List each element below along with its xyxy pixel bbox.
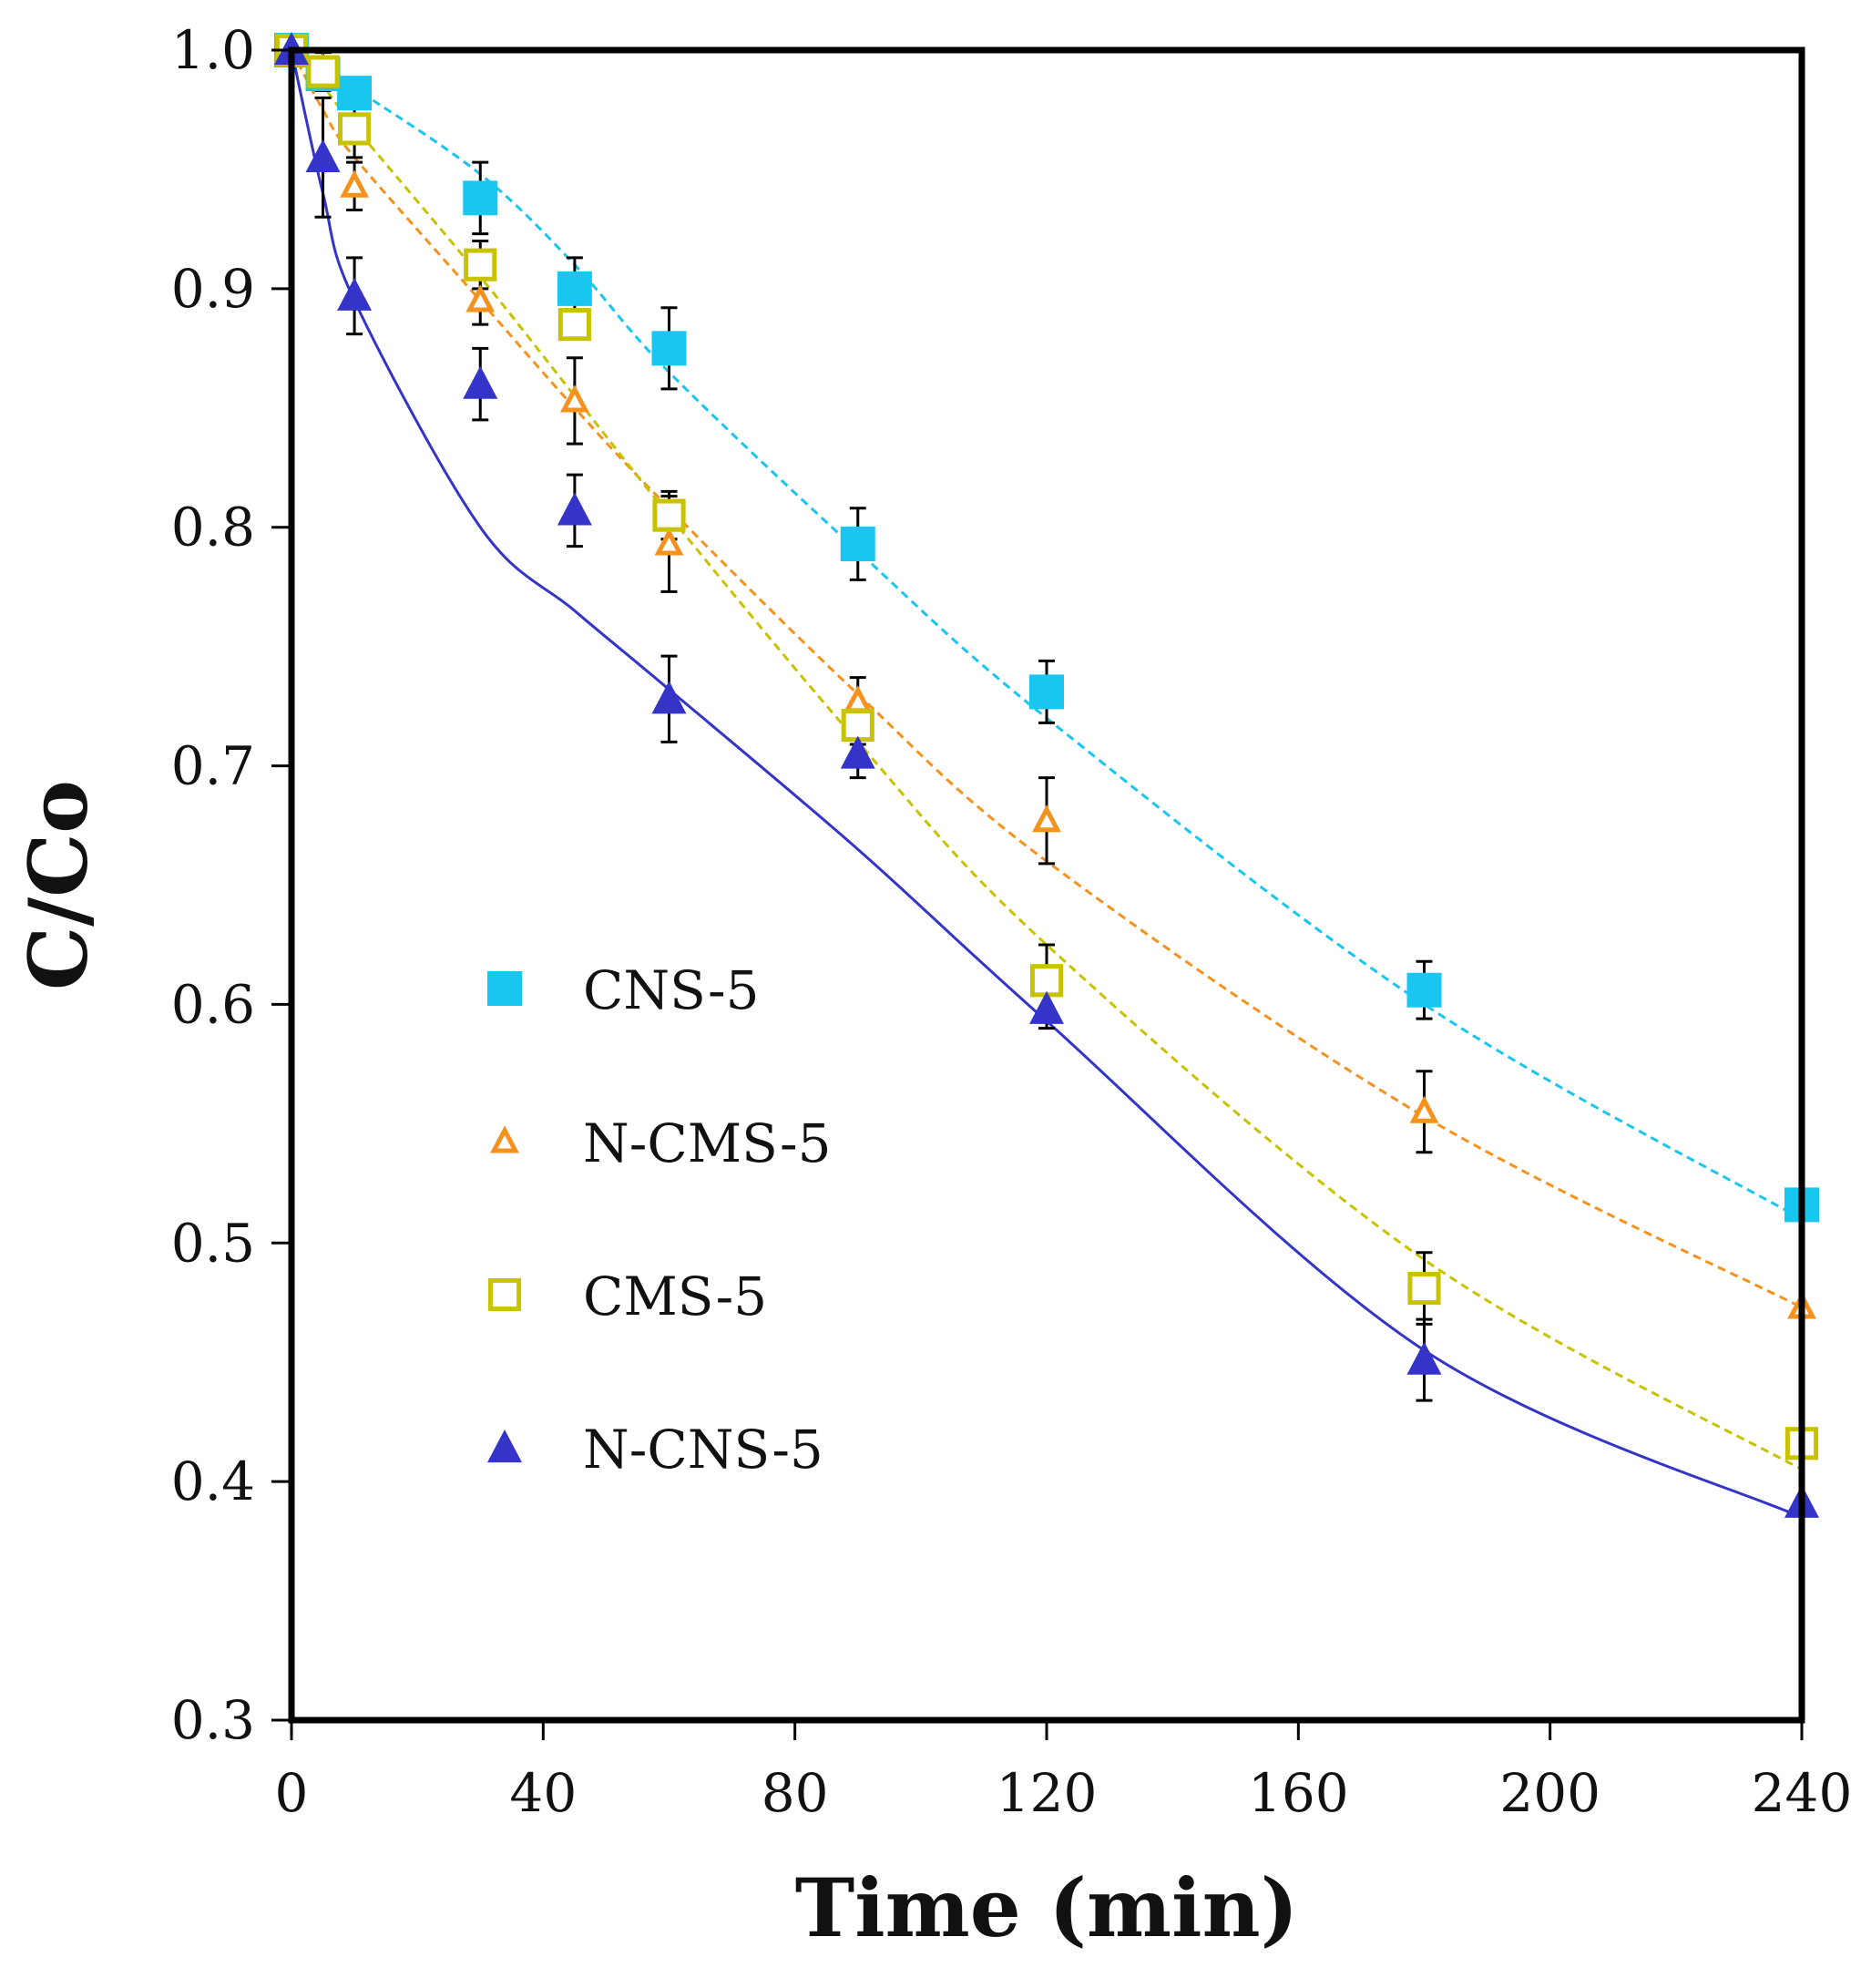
- y-tick-label: 0.6: [171, 973, 255, 1035]
- legend-label-cns-5: CNS-5: [583, 959, 759, 1021]
- y-axis-title: C/Co: [11, 780, 106, 990]
- point-n-cns-5: [1029, 990, 1064, 1024]
- point-n-cms-5: [1409, 1095, 1439, 1123]
- point-n-cms-5: [1032, 804, 1061, 833]
- y-tick-label: 0.5: [171, 1212, 255, 1274]
- point-cns-5: [463, 180, 498, 216]
- point-cms-5: [841, 708, 874, 743]
- y-tick-label: 0.3: [171, 1689, 255, 1751]
- ticks-layer: [271, 48, 1804, 1740]
- legend-item-cms-5: CMS-5: [487, 1266, 767, 1327]
- y-tick-label: 1.0: [171, 19, 255, 81]
- point-n-cms-5: [559, 384, 589, 413]
- x-tick-label: 200: [1499, 1762, 1600, 1824]
- point-cms-5: [306, 55, 340, 88]
- point-n-cms-5: [654, 528, 684, 556]
- legend-item-cns-5: CNS-5: [487, 959, 759, 1021]
- legend-label-cms-5: CMS-5: [583, 1266, 767, 1327]
- point-n-cns-5: [651, 681, 687, 714]
- x-axis-title: Time (min): [795, 1860, 1298, 1955]
- fit-line-cms-5: [290, 49, 1803, 1471]
- point-n-cns-5: [463, 365, 498, 399]
- legend-marker-cms-5: [487, 1277, 522, 1312]
- point-cms-5: [652, 498, 686, 532]
- fit-line-cns-5: [291, 48, 1803, 1221]
- x-tick-label: 120: [997, 1762, 1098, 1824]
- y-tick-label: 0.4: [171, 1450, 255, 1512]
- point-n-cns-5: [1406, 1341, 1442, 1375]
- legend-label-n-cns-5: N-CNS-5: [583, 1419, 823, 1481]
- point-cms-5: [557, 308, 591, 342]
- x-tick-label: 160: [1248, 1762, 1349, 1824]
- y-tick-label: 0.9: [171, 258, 255, 320]
- point-n-cms-5: [465, 284, 496, 313]
- legend-marker-n-cns-5: [487, 1430, 522, 1463]
- point-n-cns-5: [337, 277, 373, 311]
- plot-frame: [288, 46, 1805, 1724]
- point-cns-5: [1406, 972, 1442, 1008]
- x-tick-label: 240: [1752, 1762, 1853, 1824]
- legend-item-n-cns-5: N-CNS-5: [487, 1419, 823, 1481]
- x-tick-label: 40: [509, 1762, 577, 1824]
- x-tick-labels: 0 40 80 120 160 200 240: [275, 1762, 1853, 1824]
- markers-layer: [274, 32, 1819, 1518]
- point-cns-5: [337, 76, 373, 111]
- point-cns-5: [557, 271, 592, 306]
- point-n-cns-5: [305, 138, 341, 172]
- point-cms-5: [338, 112, 372, 146]
- point-cns-5: [1029, 674, 1064, 710]
- point-cms-5: [464, 248, 497, 282]
- fit-line-n-cms-5: [290, 49, 1803, 1309]
- point-cms-5: [1029, 964, 1064, 998]
- point-n-cms-5: [843, 685, 873, 713]
- legend: CNS-5 N-CMS-5 CMS-5 N-CNS-5: [487, 959, 831, 1481]
- y-tick-label: 0.7: [171, 735, 255, 797]
- x-tick-label: 80: [762, 1762, 829, 1824]
- point-cms-5: [1407, 1271, 1441, 1306]
- x-tick-label: 0: [275, 1762, 309, 1824]
- legend-marker-n-cms-5: [490, 1125, 519, 1153]
- legend-label-n-cms-5: N-CMS-5: [583, 1112, 831, 1174]
- y-tick-label: 0.8: [171, 497, 255, 558]
- point-n-cns-5: [840, 735, 875, 769]
- point-cns-5: [651, 331, 687, 366]
- point-cns-5: [840, 527, 875, 562]
- point-n-cns-5: [557, 492, 592, 526]
- legend-item-n-cms-5: N-CMS-5: [490, 1112, 831, 1174]
- legend-marker-cns-5: [487, 971, 522, 1006]
- point-n-cms-5: [340, 169, 370, 198]
- y-tick-labels: 0.3 0.4 0.5 0.6 0.7 0.8 0.9 1.0: [171, 19, 255, 1751]
